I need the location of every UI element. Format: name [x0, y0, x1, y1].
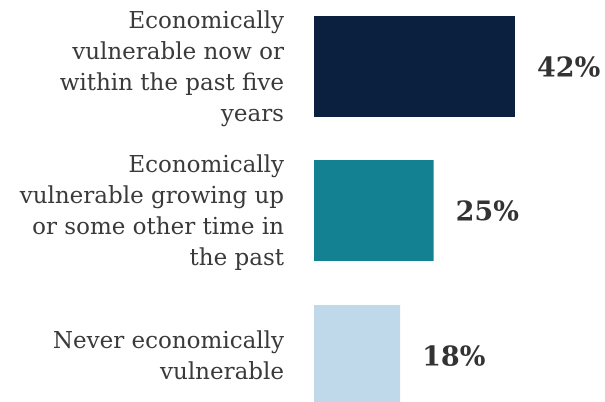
- category-label-0: Economically vulnerable now or within the …: [60, 8, 284, 127]
- category-label-line: the past: [190, 245, 285, 271]
- category-label-line: vulnerable: [159, 359, 284, 385]
- bar-1: [314, 160, 434, 261]
- bar-2: [314, 305, 401, 402]
- value-label-2: 18%: [422, 342, 485, 373]
- category-label-1: Economically vulnerable growing up or some…: [19, 152, 285, 271]
- category-label-line: years: [220, 101, 284, 127]
- category-label-2: Never economically vulnerable: [53, 328, 284, 385]
- category-label-line: Economically: [128, 8, 284, 34]
- bar-0: [314, 16, 515, 117]
- category-label-line: vulnerable now or: [71, 39, 284, 65]
- category-label-line: Never economically: [53, 328, 284, 354]
- value-label-1: 25%: [456, 197, 519, 228]
- category-label-line: within the past five: [60, 70, 284, 96]
- category-label-line: or some other time in: [32, 214, 284, 240]
- category-label-line: Economically: [128, 152, 284, 178]
- category-label-line: vulnerable growing up: [19, 183, 284, 209]
- value-label-0: 42%: [537, 53, 600, 84]
